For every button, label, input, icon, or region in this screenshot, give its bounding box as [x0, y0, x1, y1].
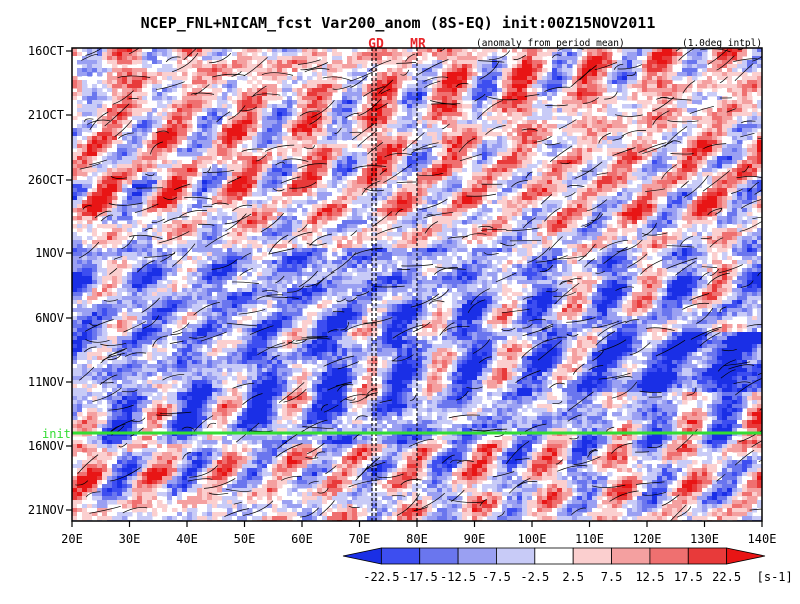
colorbar-swatch — [612, 548, 650, 564]
colorbar: -22.5-17.5-12.5 -7.5 -2.5 2.5 7.5 12.5 17.5 22.… — [343, 548, 793, 584]
y-tick-label: 16NOV — [28, 439, 64, 453]
colorbar-label: -2.5 — [520, 570, 549, 584]
x-tick-label: 90E — [464, 532, 486, 546]
y-tick-label: 26OCT — [28, 173, 64, 187]
x-axis: 20E 30E 40E 50E 60E 70E 80E 90E 100E 110E 120E 130E… — [61, 521, 776, 546]
x-tick-label: 130E — [690, 532, 719, 546]
x-tick-label: 110E — [575, 532, 604, 546]
x-tick-label: 20E — [61, 532, 83, 546]
y-tick-label: 16OCT — [28, 44, 64, 58]
colorbar-swatch — [458, 548, 496, 564]
chart-title: NCEP_FNL+NICAM_fcst Var200_anom (8S-EQ) … — [141, 14, 656, 32]
colorbar-label: 22.5 — [712, 570, 741, 584]
colorbar-swatch — [381, 548, 419, 564]
y-axis: 16OCT 21OCT 26OCT 1NOV 6NOV 11NOV 16NOV 21NOV — [28, 44, 72, 517]
colorbar-swatch — [573, 548, 611, 564]
colorbar-label: -22.5 — [363, 570, 399, 584]
colorbar-label: 2.5 — [562, 570, 584, 584]
x-tick-label: 60E — [291, 532, 313, 546]
x-tick-label: 30E — [119, 532, 141, 546]
colorbar-swatch — [343, 548, 381, 564]
x-tick-label: 40E — [176, 532, 198, 546]
y-tick-label: 11NOV — [28, 375, 64, 389]
x-tick-label: 70E — [349, 532, 371, 546]
colorbar-swatch — [650, 548, 688, 564]
colorbar-label: 17.5 — [674, 570, 703, 584]
colorbar-unit: [s-1] — [757, 570, 793, 584]
x-tick-label: 120E — [633, 532, 662, 546]
colorbar-swatch — [420, 548, 458, 564]
colorbar-label: 12.5 — [635, 570, 664, 584]
marker-label-gd: GD — [368, 37, 384, 52]
plot-area — [72, 35, 786, 525]
x-tick-label: 140E — [748, 532, 777, 546]
colorbar-swatch — [535, 548, 573, 564]
y-tick-label: 21NOV — [28, 503, 64, 517]
colorbar-swatch — [688, 548, 726, 564]
colorbar-label: 7.5 — [601, 570, 623, 584]
y-tick-label: 1NOV — [35, 246, 64, 260]
y-tick-label: 21OCT — [28, 108, 64, 122]
colorbar-label: -12.5 — [440, 570, 476, 584]
colorbar-swatch — [496, 548, 534, 564]
y-tick-label: 6NOV — [35, 311, 64, 325]
x-tick-label: 50E — [234, 532, 256, 546]
colorbar-swatch — [727, 548, 765, 564]
x-tick-label: 80E — [406, 532, 428, 546]
x-tick-label: 100E — [518, 532, 547, 546]
marker-label-mr: MR — [410, 37, 426, 52]
colorbar-label: -17.5 — [402, 570, 438, 584]
colorbar-label: -7.5 — [482, 570, 511, 584]
